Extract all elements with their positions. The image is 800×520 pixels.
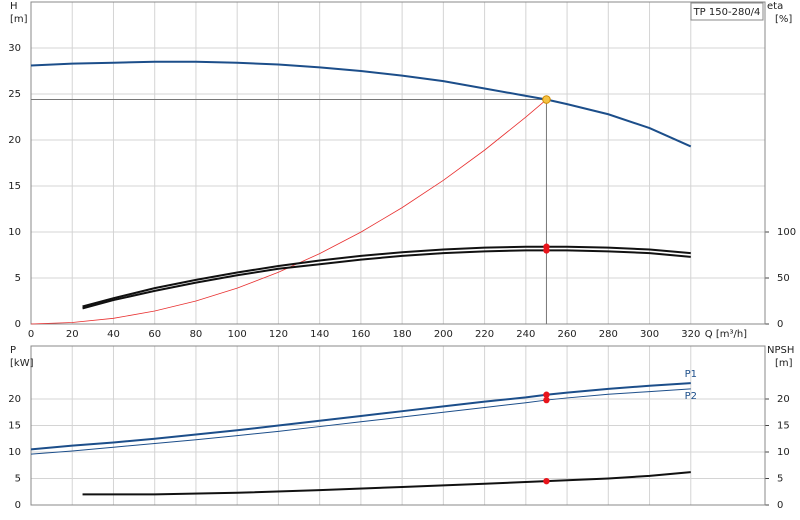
y2-tick-label: 5: [777, 474, 783, 485]
y-axis-label: H: [10, 1, 18, 12]
point-marker: [543, 396, 550, 404]
y-tick-label: 0: [15, 319, 21, 330]
x-tick-label: 140: [310, 329, 329, 340]
plot-area: [31, 2, 765, 324]
y-tick-label: 10: [8, 227, 21, 238]
x-tick-label: 280: [599, 329, 618, 340]
y-tick-label: 5: [15, 474, 21, 485]
y-tick-label: 0: [15, 500, 21, 511]
y-axis-unit: [m]: [10, 14, 28, 25]
y-tick-label: 15: [8, 421, 21, 432]
x-tick-label: 240: [516, 329, 535, 340]
y-axis-unit: [kW]: [10, 358, 34, 369]
y2-tick-label: 10: [777, 447, 790, 458]
y-tick-label: 5: [15, 273, 21, 284]
y-tick-label: 20: [8, 394, 21, 405]
y2-axis-unit: [%]: [775, 14, 792, 25]
x-tick-label: 60: [148, 329, 161, 340]
y-tick-label: 30: [8, 43, 21, 54]
y2-tick-label: 100: [777, 227, 796, 238]
x-tick-label: 20: [66, 329, 79, 340]
y2-axis-label: eta: [767, 1, 783, 12]
y-tick-label: 25: [8, 89, 21, 100]
y2-axis-unit: [m]: [775, 358, 793, 369]
label-box: [690, 2, 764, 21]
point-marker: [543, 477, 550, 485]
y2-tick-label: 20: [777, 394, 790, 405]
plot-frame: [30, 1, 766, 325]
x-axis-label: Q [m³/h]: [705, 329, 747, 340]
y2-axis-label: NPSH: [767, 345, 794, 356]
operating-point: [542, 95, 551, 104]
y2-tick-label: 0: [777, 500, 783, 511]
x-tick-label: 300: [640, 329, 659, 340]
x-tick-label: 200: [434, 329, 453, 340]
series-label: P1: [685, 369, 697, 380]
x-tick-label: 260: [558, 329, 577, 340]
x-tick-label: 100: [228, 329, 247, 340]
plot-frame: [30, 345, 766, 506]
x-tick-label: 160: [351, 329, 370, 340]
x-tick-label: 40: [107, 329, 120, 340]
chart-label: TP 150-280/4: [693, 7, 761, 18]
y-tick-label: 10: [8, 447, 21, 458]
series-line: [30, 60, 692, 148]
y-tick-label: 15: [8, 181, 21, 192]
series-line: [82, 249, 691, 310]
y-axis-label: P: [10, 345, 16, 356]
y2-tick-label: 50: [777, 273, 790, 284]
x-tick-label: 320: [681, 329, 700, 340]
series-line: [30, 388, 691, 455]
series-line: [30, 382, 691, 451]
x-tick-label: 0: [28, 329, 34, 340]
series-line: [82, 471, 691, 496]
x-tick-label: 180: [393, 329, 412, 340]
series-label: P2: [685, 391, 697, 402]
y2-tick-label: 0: [777, 319, 783, 330]
x-tick-label: 220: [475, 329, 494, 340]
y2-tick-label: 15: [777, 421, 790, 432]
x-tick-label: 80: [190, 329, 203, 340]
x-tick-label: 120: [269, 329, 288, 340]
point-marker: [543, 391, 550, 398]
series-line: [82, 245, 691, 308]
y-tick-label: 20: [8, 135, 21, 146]
point-marker: [543, 247, 550, 254]
